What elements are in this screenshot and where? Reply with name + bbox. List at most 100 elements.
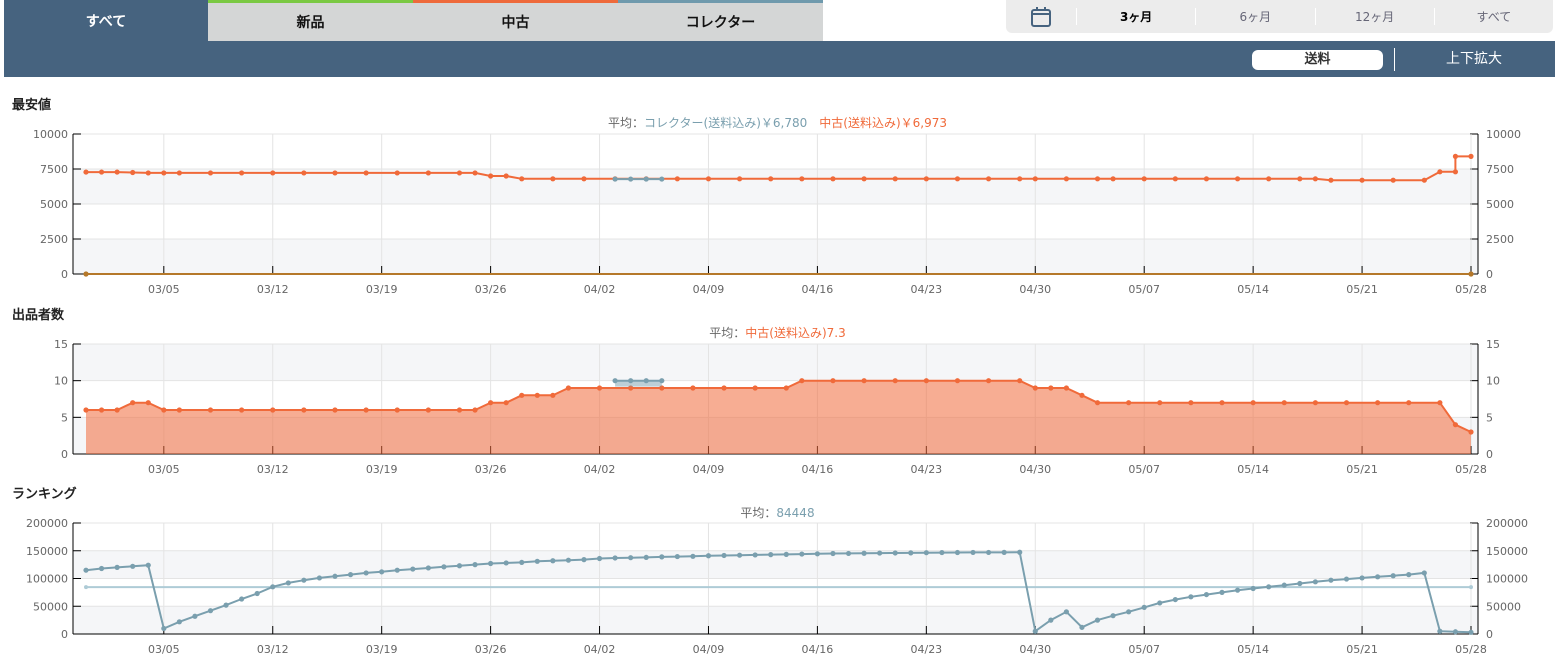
data-point-rank	[239, 596, 245, 602]
data-point-rank	[923, 550, 929, 556]
data-point-used	[472, 407, 478, 413]
data-point-rank	[954, 549, 961, 556]
data-point-rank	[1063, 609, 1069, 615]
data-point-used	[1452, 422, 1459, 428]
x-tick-label: 04/30	[1019, 463, 1051, 476]
data-point-rank	[114, 564, 120, 570]
data-point-rank	[985, 549, 992, 556]
data-point-used	[1141, 176, 1147, 182]
x-tick-label: 04/23	[910, 463, 942, 476]
data-point-rank	[488, 560, 494, 567]
data-point-used	[1343, 400, 1350, 406]
data-point-used	[1063, 176, 1069, 182]
data-point-rank	[596, 555, 603, 562]
data-point-rank	[519, 559, 525, 566]
data-point-used	[768, 176, 774, 182]
y-tick-label-right: 10	[1486, 375, 1500, 388]
data-point-used	[892, 378, 898, 384]
data-point-rank	[674, 553, 680, 560]
data-point-used	[456, 170, 463, 176]
data-point-collector	[628, 176, 634, 182]
y-tick-label-left: 100000	[26, 573, 68, 586]
data-point-rank	[1219, 589, 1225, 595]
data-point-used	[799, 176, 805, 182]
data-point-used	[1452, 169, 1459, 175]
x-tick-label: 05/28	[1455, 283, 1487, 296]
data-point-used	[207, 407, 214, 413]
data-point-used	[1312, 176, 1318, 182]
data-point-new	[83, 271, 89, 277]
data-point-rank	[643, 554, 649, 561]
data-point-rank	[1421, 570, 1427, 576]
x-tick-label: 04/23	[910, 283, 942, 296]
data-point-used	[270, 407, 276, 413]
data-point-used	[1079, 392, 1085, 398]
data-point-used	[1468, 153, 1474, 159]
x-tick-label: 04/09	[693, 283, 725, 296]
data-point-rank	[1203, 591, 1210, 598]
data-point-rank	[877, 550, 883, 556]
x-tick-label: 05/14	[1237, 643, 1269, 656]
data-point-rank	[192, 613, 198, 619]
data-point-rank	[1406, 572, 1412, 578]
data-point-collector	[628, 378, 634, 384]
data-point-used	[488, 400, 494, 406]
period-selector: 3ヶ月 6ヶ月 12ヶ月 すべて	[1006, 0, 1553, 33]
y-tick-label-left: 150000	[26, 545, 68, 558]
data-point-rank	[550, 558, 556, 564]
period-6-months[interactable]: 6ヶ月	[1195, 8, 1314, 25]
subtitle-prefix: 平均：	[709, 326, 746, 340]
tab-new[interactable]: 新品	[208, 0, 413, 41]
data-point-rank	[316, 575, 323, 581]
data-point-rank	[736, 552, 743, 558]
x-tick-label: 03/19	[366, 463, 398, 476]
data-point-used	[923, 176, 929, 182]
tab-used[interactable]: 中古	[413, 0, 618, 41]
data-point-used	[1437, 169, 1443, 175]
data-point-rank	[1452, 629, 1459, 635]
data-point-used	[1110, 176, 1116, 182]
y-tick-label-right: 100000	[1486, 573, 1528, 586]
data-point-used	[1312, 400, 1318, 406]
tab-all[interactable]: すべて	[4, 0, 208, 41]
data-point-used	[270, 170, 276, 176]
data-point-rank	[581, 557, 587, 563]
data-point-used	[1172, 176, 1178, 182]
data-point-used	[301, 170, 307, 176]
tab-collector[interactable]: コレクター	[618, 0, 823, 41]
vertical-zoom-button[interactable]: 上下拡大	[1446, 51, 1502, 67]
data-point-used	[954, 378, 961, 384]
data-point-used	[1157, 400, 1163, 406]
period-3-months[interactable]: 3ヶ月	[1076, 8, 1195, 25]
data-point-used	[503, 173, 509, 179]
data-point-rank	[1188, 594, 1194, 600]
data-point-used	[565, 385, 572, 391]
data-point-used	[488, 173, 494, 179]
toolbar-divider	[1394, 48, 1395, 71]
data-point-rank	[1110, 613, 1116, 619]
data-point-rank	[347, 572, 354, 578]
x-tick-label: 04/09	[693, 463, 725, 476]
data-point-rank	[783, 551, 789, 557]
y-tick-label-left: 200000	[26, 517, 68, 530]
data-point-rank	[1437, 628, 1443, 634]
data-point-used	[830, 176, 836, 182]
series-line-rank	[85, 551, 1472, 634]
data-point-used	[596, 385, 603, 391]
subtitle-average: 中古(送料込み)7.3	[745, 326, 846, 340]
series-line-used	[86, 379, 1472, 433]
data-point-rank	[1375, 574, 1381, 580]
y-tick-label-left: 7500	[40, 163, 68, 176]
lowest-price-chart: 0 0 2500 2500 5000 5000 7500 7500 10000 10000 03/0…	[33, 128, 1521, 296]
subtitle-average: 84448	[776, 506, 815, 520]
x-tick-label: 03/19	[366, 283, 398, 296]
series-area-used	[86, 380, 1471, 454]
shipping-toggle[interactable]: 送料	[1252, 50, 1383, 70]
period-all[interactable]: すべて	[1433, 8, 1553, 25]
data-point-rank	[425, 565, 431, 571]
data-point-used	[1063, 385, 1069, 391]
data-point-used	[503, 400, 509, 406]
data-point-used	[1359, 177, 1365, 183]
period-12-months[interactable]: 12ヶ月	[1314, 8, 1434, 25]
x-tick-label: 04/09	[693, 643, 725, 656]
